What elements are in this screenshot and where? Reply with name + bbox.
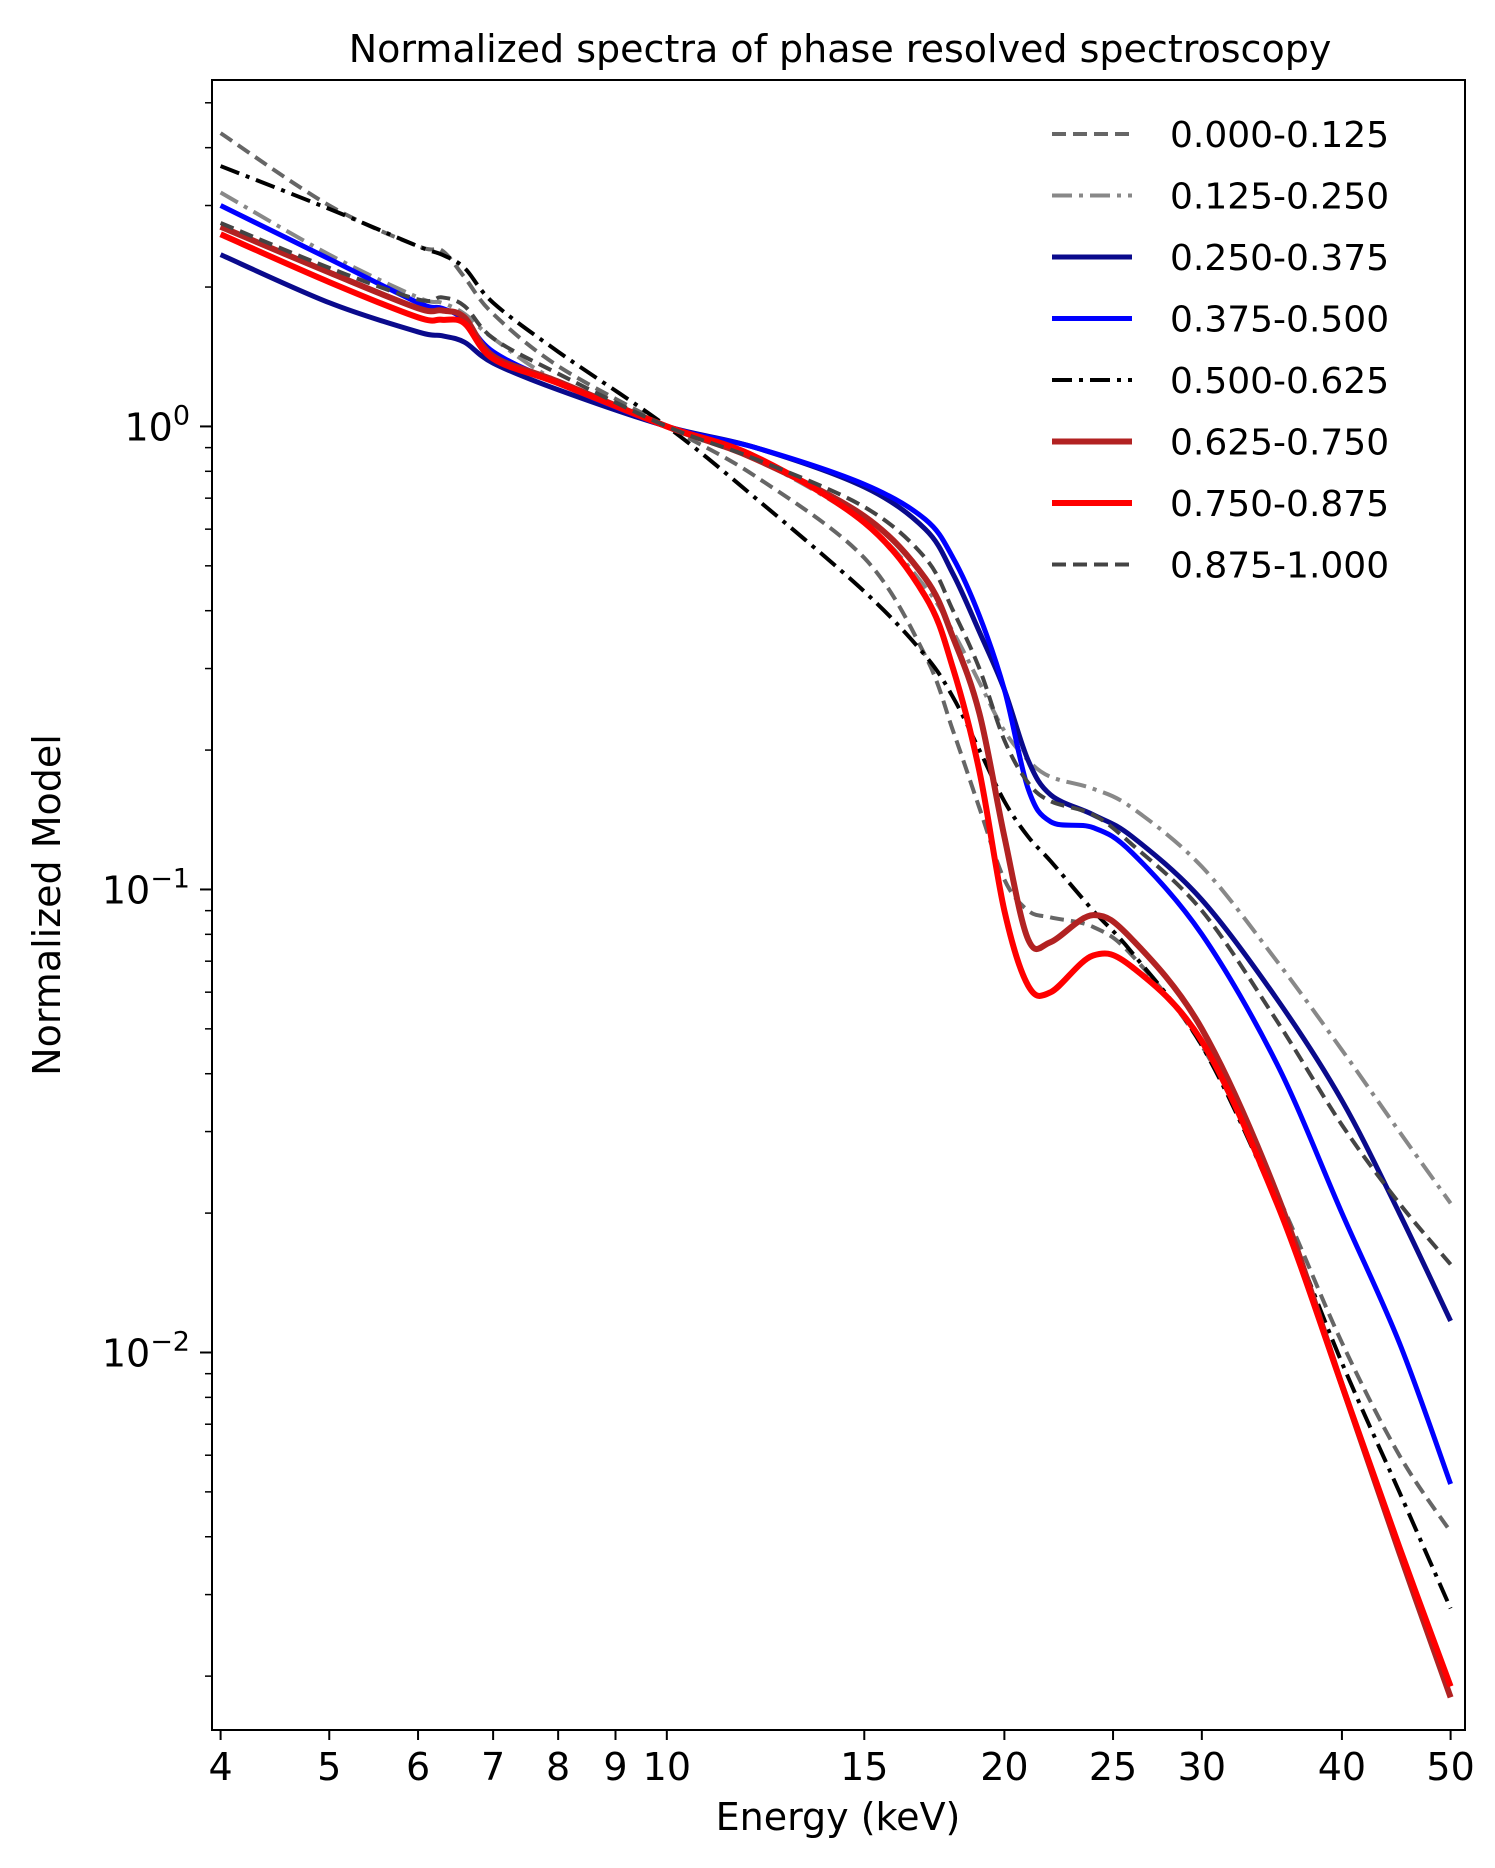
x-tick-label: 8: [546, 1745, 570, 1789]
legend-label-6: 0.625-0.750: [1170, 423, 1389, 464]
series-line-3: [219, 252, 1453, 1322]
y-tick-label: 10−2: [102, 1326, 190, 1375]
x-tick-label: 50: [1426, 1745, 1474, 1789]
series-line-6: [219, 223, 1454, 1699]
x-tick-label: 5: [317, 1745, 341, 1789]
chart-title: Normalized spectra of phase resolved spe…: [349, 27, 1332, 71]
legend-label-2: 0.125-0.250: [1170, 177, 1389, 218]
x-tick-label: 4: [209, 1745, 233, 1789]
legend-label-3: 0.250-0.375: [1170, 238, 1389, 279]
legend-label-8: 0.875-1.000: [1170, 546, 1389, 587]
x-axis-label: Energy (keV): [716, 1795, 961, 1839]
legend-label-7: 0.750-0.875: [1170, 484, 1389, 525]
x-tick-label: 6: [406, 1745, 430, 1789]
x-tick-label: 15: [840, 1745, 888, 1789]
series-line-7: [219, 231, 1454, 1688]
x-tick-label: 9: [603, 1745, 627, 1789]
x-tick-label: 40: [1318, 1745, 1366, 1789]
y-axis-label: Normalized Model: [25, 734, 69, 1076]
legend: 0.000-0.125 0.125-0.250 0.250-0.375 0.375-0…: [1052, 115, 1389, 587]
series-line-8: [219, 221, 1453, 1266]
x-tick-label: 30: [1178, 1745, 1226, 1789]
x-tick-label: 20: [980, 1745, 1028, 1789]
y-tick-label: 100: [124, 400, 190, 449]
x-tick-label: 7: [481, 1745, 505, 1789]
y-tick-label: 10−1: [102, 863, 190, 912]
legend-label-1: 0.000-0.125: [1170, 115, 1389, 156]
legend-label-5: 0.500-0.625: [1170, 361, 1389, 402]
x-tick-label: 10: [643, 1745, 691, 1789]
series-line-2: [219, 190, 1453, 1205]
plot-frame: [211, 79, 1466, 1731]
legend-label-4: 0.375-0.500: [1170, 300, 1389, 341]
x-tick-label: 25: [1089, 1745, 1137, 1789]
